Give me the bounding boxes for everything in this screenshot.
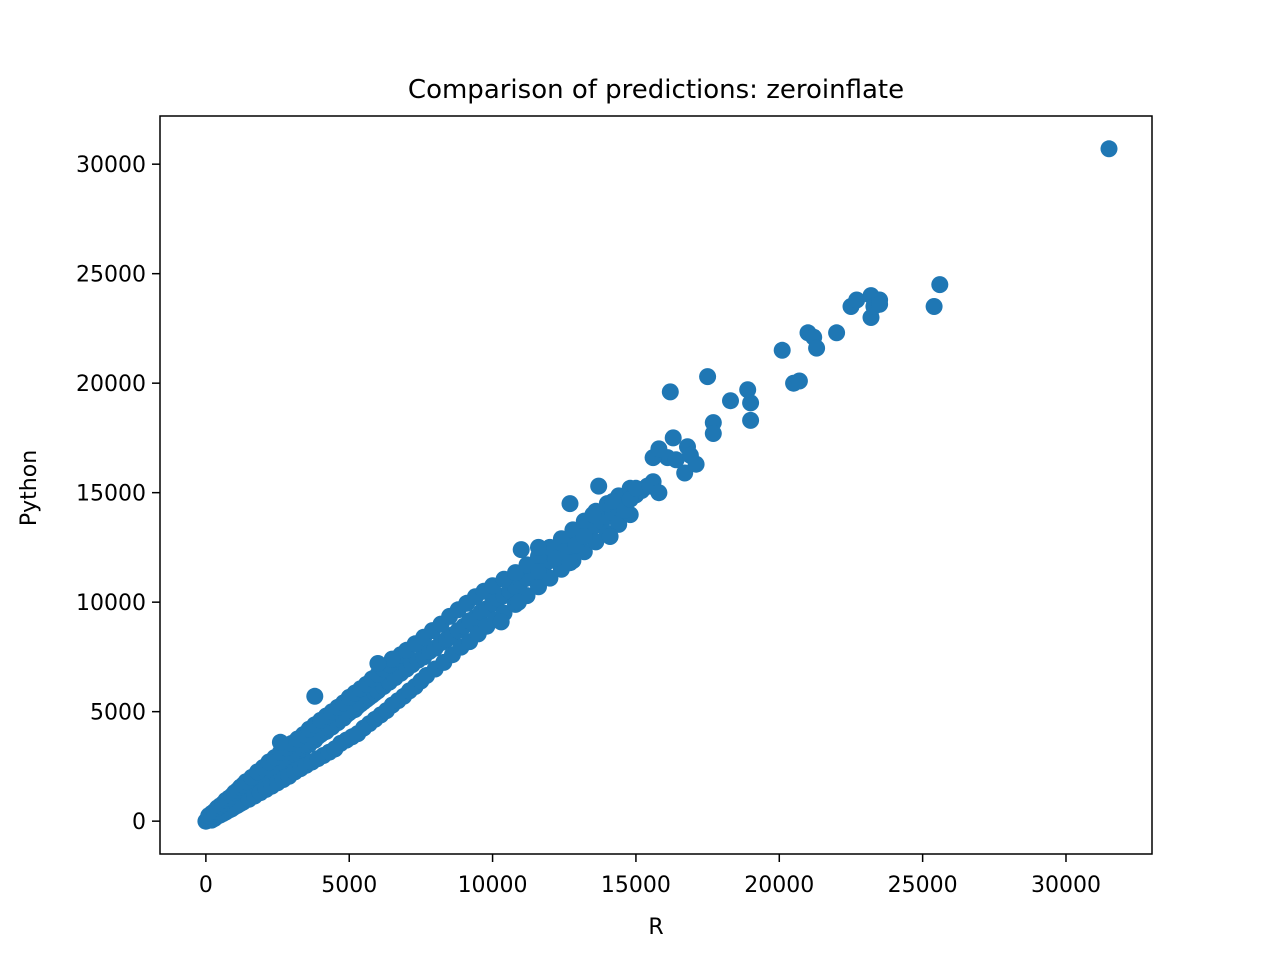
- y-tick-label: 20000: [76, 372, 146, 397]
- x-axis-title: R: [648, 915, 663, 940]
- y-axis-title: Python: [17, 450, 42, 526]
- data-point: [530, 563, 547, 580]
- data-point: [601, 528, 619, 545]
- data-point: [590, 477, 608, 495]
- x-tick-label: 5000: [321, 873, 377, 898]
- data-point: [561, 554, 579, 572]
- data-point: [369, 655, 387, 672]
- data-point: [610, 515, 628, 533]
- data-point: [699, 368, 717, 386]
- data-points: [197, 140, 1118, 830]
- data-point: [808, 339, 826, 357]
- data-point: [742, 411, 760, 429]
- data-point: [1100, 140, 1118, 158]
- y-tick-label: 0: [132, 810, 146, 835]
- data-point: [627, 479, 645, 497]
- plot-frame: [159, 115, 1153, 855]
- x-tick-label: 15000: [601, 873, 671, 898]
- data-point: [871, 295, 889, 313]
- y-tick-label: 25000: [76, 263, 146, 288]
- data-point: [575, 528, 593, 545]
- data-point: [650, 440, 668, 458]
- data-point: [931, 276, 949, 294]
- data-point: [512, 541, 530, 559]
- data-point: [722, 392, 739, 410]
- data-point: [271, 733, 289, 751]
- x-tick-label: 25000: [888, 873, 958, 898]
- data-point: [530, 538, 547, 556]
- data-point: [584, 506, 602, 524]
- y-tick-label: 15000: [76, 482, 146, 507]
- data-point: [664, 429, 682, 447]
- data-point: [742, 394, 760, 412]
- data-point: [383, 650, 401, 668]
- data-point: [773, 341, 791, 359]
- data-point: [547, 549, 565, 567]
- y-axis-ticks: 0 5000 10000 15000 20000 25000 30000: [76, 153, 160, 835]
- data-point: [604, 492, 622, 510]
- data-point: [326, 740, 344, 758]
- x-tick-label: 0: [199, 873, 213, 898]
- x-tick-label: 20000: [744, 873, 814, 898]
- data-point: [667, 451, 685, 469]
- data-point: [509, 593, 527, 611]
- data-point: [552, 530, 570, 548]
- data-point: [661, 383, 679, 401]
- data-point: [848, 291, 866, 309]
- data-point: [739, 381, 757, 399]
- x-axis-ticks: 0 5000 10000 15000 20000 25000 30000: [199, 854, 1101, 898]
- data-point: [704, 425, 722, 442]
- data-point: [650, 484, 668, 502]
- chart-title: Comparison of predictions: zeroinflate: [408, 75, 904, 105]
- y-tick-label: 10000: [76, 591, 146, 616]
- y-tick-label: 5000: [90, 701, 146, 726]
- data-point: [828, 324, 846, 342]
- data-point: [492, 613, 510, 631]
- data-point: [790, 372, 808, 390]
- data-point: [925, 298, 943, 315]
- y-tick-label: 30000: [76, 153, 146, 178]
- data-point: [306, 687, 324, 705]
- data-point: [687, 455, 705, 473]
- x-tick-label: 10000: [458, 873, 528, 898]
- data-point: [561, 495, 579, 513]
- x-tick-label: 30000: [1031, 873, 1101, 898]
